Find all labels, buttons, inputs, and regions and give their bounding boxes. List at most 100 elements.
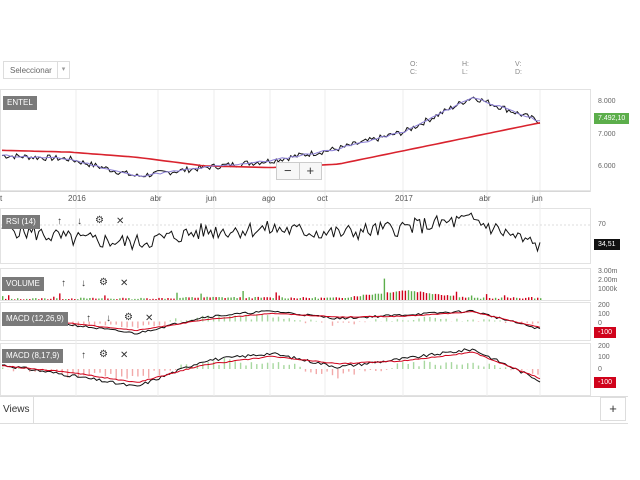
price-tick: 6.000 bbox=[598, 163, 616, 170]
histogram-bar bbox=[418, 318, 420, 322]
histogram-bar bbox=[423, 316, 426, 322]
volume-bar bbox=[107, 298, 109, 300]
move-down-icon[interactable]: ↓ bbox=[77, 216, 82, 227]
histogram-bar bbox=[342, 321, 344, 323]
volume-bar bbox=[254, 297, 256, 300]
symbol-select-label: Seleccionar bbox=[10, 66, 52, 75]
volume-bar bbox=[356, 296, 359, 300]
chart-area[interactable] bbox=[0, 0, 640, 400]
volume-bar bbox=[377, 293, 380, 300]
volume-bar bbox=[512, 297, 515, 300]
macd1-tick: 200 bbox=[598, 302, 610, 309]
histogram-bar bbox=[202, 315, 204, 322]
x-axis-tick-label: t bbox=[0, 194, 3, 203]
histogram-bar bbox=[402, 362, 404, 369]
histogram-bar bbox=[456, 318, 458, 322]
volume-bar bbox=[236, 298, 238, 300]
move-up-icon[interactable]: ↑ bbox=[57, 216, 62, 227]
volume-bar bbox=[179, 297, 181, 300]
views-tab[interactable]: Views bbox=[0, 397, 34, 423]
histogram-bar bbox=[531, 321, 534, 325]
volume-bar bbox=[485, 294, 488, 300]
histogram-bar bbox=[115, 369, 117, 379]
macd1-line bbox=[1, 309, 541, 335]
volume-bar bbox=[347, 297, 349, 300]
volume-bar bbox=[8, 295, 10, 300]
add-view-button[interactable]: + bbox=[600, 397, 626, 421]
close-icon[interactable]: ✕ bbox=[145, 313, 154, 324]
volume-bar bbox=[101, 298, 103, 300]
volume-bar bbox=[296, 298, 298, 300]
histogram-bar bbox=[472, 319, 474, 322]
volume-bar bbox=[368, 294, 371, 300]
volume-bar bbox=[260, 297, 262, 300]
histogram-bar bbox=[158, 321, 161, 326]
price-tick: 8.000 bbox=[598, 98, 616, 105]
move-down-icon[interactable]: ↓ bbox=[81, 278, 86, 289]
volume-bar bbox=[299, 298, 301, 300]
histogram-bar bbox=[364, 321, 366, 323]
volume-bar bbox=[440, 295, 443, 300]
histogram-bar bbox=[110, 321, 112, 325]
histogram-bar bbox=[83, 321, 85, 327]
histogram-bar bbox=[288, 318, 290, 322]
volume-bar bbox=[317, 298, 319, 300]
price-tick: 7.000 bbox=[598, 131, 616, 138]
gear-icon[interactable]: ⚙ bbox=[124, 312, 133, 323]
volume-bar bbox=[281, 297, 283, 300]
histogram-bar bbox=[483, 319, 485, 322]
histogram-bar bbox=[488, 363, 490, 369]
volume-bar bbox=[176, 292, 178, 300]
gear-icon[interactable]: ⚙ bbox=[95, 215, 104, 226]
histogram-bar bbox=[229, 315, 231, 322]
volume-bar bbox=[389, 292, 392, 300]
histogram-bar bbox=[39, 369, 42, 373]
volume-bar bbox=[251, 298, 253, 300]
chevron-down-icon[interactable]: ▾ bbox=[57, 62, 69, 78]
volume-bar bbox=[305, 297, 307, 300]
histogram-bar bbox=[483, 366, 485, 369]
volume-bar bbox=[392, 292, 395, 300]
volume-bar bbox=[221, 297, 223, 300]
gear-icon[interactable]: ⚙ bbox=[99, 349, 108, 360]
histogram-bar bbox=[256, 364, 258, 369]
histogram-bar bbox=[207, 315, 209, 322]
histogram-bar bbox=[164, 321, 166, 326]
histogram-bar bbox=[326, 369, 328, 372]
move-up-icon[interactable]: ↑ bbox=[81, 350, 86, 361]
move-up-icon[interactable]: ↑ bbox=[61, 278, 66, 289]
zoom-in-button[interactable]: + bbox=[306, 163, 315, 178]
gear-icon[interactable]: ⚙ bbox=[99, 277, 108, 288]
volume-bar bbox=[164, 298, 166, 300]
histogram-bar bbox=[412, 320, 415, 322]
rsi-panel-label: RSI (14) bbox=[2, 215, 40, 229]
volume-tick: 2.00m bbox=[598, 277, 618, 284]
moving-average-long-line bbox=[1, 122, 541, 169]
macd2-value-tag: -100 bbox=[594, 377, 617, 388]
close-icon[interactable]: ✕ bbox=[120, 350, 129, 361]
zoom-out-button[interactable]: − bbox=[277, 163, 300, 179]
histogram-bar bbox=[477, 321, 480, 322]
close-icon[interactable]: ✕ bbox=[116, 216, 125, 227]
symbol-select[interactable]: Seleccionar ▾ bbox=[3, 61, 70, 79]
histogram-bar bbox=[288, 364, 290, 369]
macd1-tick: 100 bbox=[598, 311, 610, 318]
histogram-bar bbox=[256, 314, 258, 322]
close-icon[interactable]: ✕ bbox=[120, 278, 129, 289]
move-up-icon[interactable]: ↑ bbox=[86, 313, 91, 324]
volume-bar bbox=[332, 297, 334, 300]
histogram-bar bbox=[315, 320, 317, 322]
volume-bar bbox=[278, 295, 280, 300]
histogram-bar bbox=[440, 319, 442, 322]
volume-bar bbox=[173, 298, 175, 300]
histogram-bar bbox=[494, 320, 496, 322]
move-down-icon[interactable]: ↓ bbox=[106, 313, 111, 324]
volume-bar bbox=[239, 297, 241, 300]
volume-bar bbox=[329, 297, 331, 300]
volume-bar bbox=[359, 296, 362, 300]
volume-bar bbox=[458, 297, 461, 300]
volume-bar bbox=[248, 297, 250, 300]
volume-panel-frame bbox=[0, 268, 591, 301]
histogram-bar bbox=[250, 319, 253, 322]
volume-bar bbox=[491, 298, 494, 300]
